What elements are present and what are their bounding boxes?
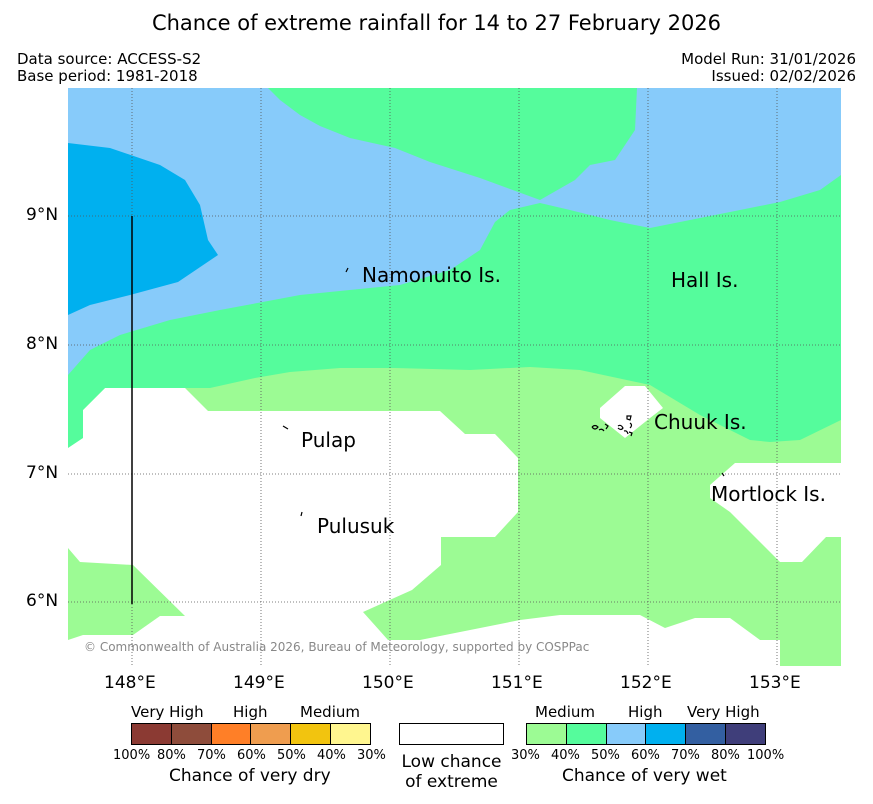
lon-tick-label: 153°E <box>749 673 801 693</box>
island-markers <box>282 267 725 517</box>
dry-swatch <box>290 724 331 744</box>
low-chance-region-west <box>68 388 780 666</box>
wet-legend-level: Very High <box>687 703 760 721</box>
dry-legend-pct: 100% <box>113 748 151 763</box>
place-label-namonuito: Namonuito Is. <box>362 263 501 287</box>
model-run: Model Run: 31/01/2026 <box>681 50 856 68</box>
wet-legend-pct: 100% <box>747 748 785 763</box>
wet-legend-pct: 60% <box>631 748 660 763</box>
lon-tick-label: 149°E <box>233 673 285 693</box>
lon-tick-label: 148°E <box>104 673 156 693</box>
wet-legend-pct: 40% <box>551 748 580 763</box>
lon-tick-label: 152°E <box>620 673 672 693</box>
wet-swatch <box>565 724 606 744</box>
low-chance-label: of extreme <box>405 772 498 792</box>
wet-legend-pct: 30% <box>511 748 540 763</box>
base-period: Base period: 1981-2018 <box>17 67 198 85</box>
wet-colorbar <box>526 723 766 745</box>
dry-swatch <box>132 724 171 744</box>
blue-wet-region <box>68 88 841 375</box>
lat-tick-label: 7°N <box>26 463 59 483</box>
lon-tick-label: 151°E <box>491 673 543 693</box>
wet-swatch <box>685 724 726 744</box>
lat-tick-label: 6°N <box>26 591 59 611</box>
low-chance-swatch <box>399 723 504 745</box>
wet-legend-caption: Chance of very wet <box>562 766 727 786</box>
wet-swatch <box>605 724 646 744</box>
low-chance-label: Low chance <box>401 752 502 772</box>
dry-legend-pct: 30% <box>357 748 386 763</box>
place-label-mortlock: Mortlock Is. <box>711 482 826 506</box>
place-label-pulusuk: Pulusuk <box>317 514 395 538</box>
wet-swatch <box>527 724 566 744</box>
dry-legend-level: Very High <box>131 703 204 721</box>
place-label-hall: Hall Is. <box>671 268 739 292</box>
mortlock-island-marker <box>721 472 725 477</box>
wet-legend-pct: 80% <box>711 748 740 763</box>
place-label-pulap: Pulap <box>301 428 356 452</box>
place-label-chuuk: Chuuk Is. <box>654 410 747 434</box>
lat-tick-label: 8°N <box>26 334 59 354</box>
low-chance-region-chuuk <box>600 386 663 438</box>
pulusuk-island-marker <box>300 511 303 517</box>
low-chance-region-mortlock <box>710 463 841 562</box>
dry-legend-pct: 70% <box>197 748 226 763</box>
dry-legend-pct: 40% <box>317 748 346 763</box>
wet-legend-level: Medium <box>535 703 595 721</box>
dry-swatch <box>210 724 251 744</box>
copyright-notice: © Commonwealth of Australia 2026, Bureau… <box>84 640 590 654</box>
wet-swatch <box>645 724 686 744</box>
dry-swatch <box>170 724 211 744</box>
dry-legend-level: Medium <box>300 703 360 721</box>
wet-swatch <box>725 724 765 744</box>
dry-legend-pct: 60% <box>237 748 266 763</box>
dry-swatch <box>330 724 370 744</box>
issued-date: Issued: 02/02/2026 <box>711 67 856 85</box>
dry-legend-pct: 50% <box>277 748 306 763</box>
dry-legend-caption: Chance of very dry <box>169 766 331 786</box>
wet-legend-level: High <box>628 703 663 721</box>
lon-tick-label: 150°E <box>362 673 414 693</box>
dry-swatch <box>250 724 291 744</box>
dry-colorbar <box>131 723 371 745</box>
dry-legend-level: High <box>233 703 268 721</box>
pulap-island-marker <box>282 425 289 430</box>
wet-legend-pct: 50% <box>591 748 620 763</box>
data-source: Data source: ACCESS-S2 <box>17 50 202 68</box>
namonuito-island-marker <box>345 267 349 273</box>
dark-blue-wet-region <box>68 143 218 315</box>
lat-tick-label: 9°N <box>26 205 59 225</box>
wet-legend-pct: 70% <box>671 748 700 763</box>
chuuk-island-markers <box>591 415 633 437</box>
map-title: Chance of extreme rainfall for 14 to 27 … <box>151 11 722 35</box>
dry-legend-pct: 80% <box>157 748 186 763</box>
